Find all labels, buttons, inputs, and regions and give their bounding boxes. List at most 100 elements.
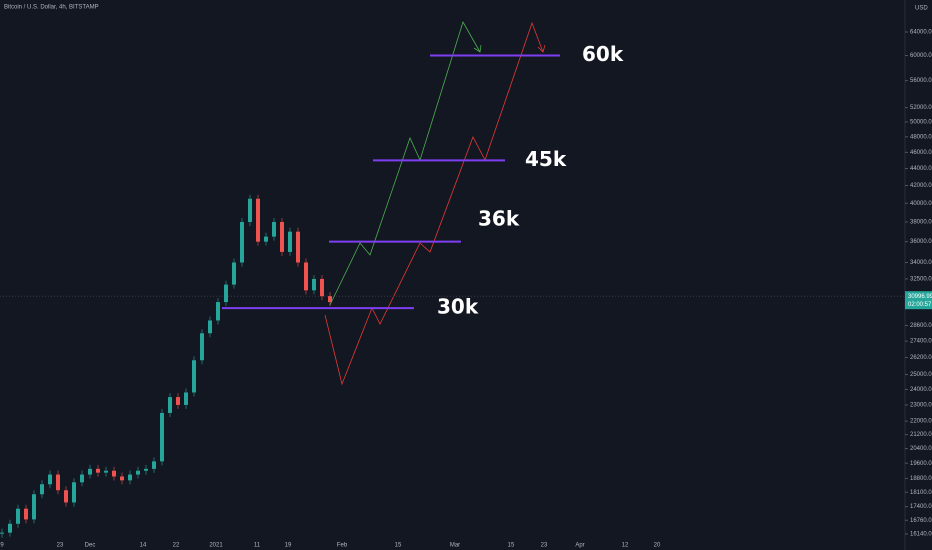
candle (160, 412, 164, 462)
y-tick-label: 38000.00 (910, 220, 932, 226)
y-tick-label: 20400.00 (910, 446, 932, 452)
y-tick-label: 32500.00 (910, 277, 932, 283)
x-tick-label: 23 (541, 543, 548, 549)
candle (304, 262, 308, 291)
candle (184, 392, 188, 405)
y-tick-label: 26200.00 (910, 355, 932, 361)
y-tick-label: 16760.00 (910, 518, 932, 524)
x-tick-label: 15 (508, 543, 515, 549)
x-tick-label: Dec (85, 543, 96, 549)
candle (192, 360, 196, 393)
x-tick-label: 9 (0, 543, 4, 549)
y-tick-label: 25000.00 (910, 372, 932, 378)
y-tick-label: 50000.00 (910, 120, 932, 126)
candle (112, 470, 116, 477)
candle (128, 474, 132, 481)
x-tick-label: 14 (140, 543, 147, 549)
level-label: 30k (437, 295, 479, 319)
candle (232, 262, 236, 285)
y-tick-label: 48000.00 (910, 134, 932, 140)
last-price: 30996.99 (908, 294, 932, 300)
level-label: 36k (478, 207, 520, 231)
candle (328, 296, 332, 303)
candle (120, 476, 124, 481)
level-label: 60k (582, 42, 624, 66)
candle (200, 333, 204, 361)
candle (32, 494, 36, 520)
candle (288, 231, 292, 252)
y-tick-label: 44000.00 (910, 166, 932, 172)
candle (136, 470, 140, 475)
level-label: 45k (525, 147, 567, 171)
y-tick-label: 16140.00 (910, 532, 932, 538)
red-arrow (537, 44, 546, 53)
y-tick-label: 23000.00 (910, 403, 932, 409)
candle (104, 470, 108, 473)
candle (64, 490, 68, 503)
candle (240, 221, 244, 263)
x-tick-label: 2021 (209, 543, 223, 549)
candle (272, 221, 276, 237)
x-tick-label: 23 (57, 543, 64, 549)
y-tick-label: 18800.00 (910, 476, 932, 482)
candle (168, 397, 172, 413)
y-tick-label: 28600.00 (910, 323, 932, 329)
candle (96, 468, 100, 473)
x-tick-label: 12 (622, 543, 629, 549)
candle (264, 236, 268, 242)
y-tick-label: 19600.00 (910, 461, 932, 467)
y-tick-label: 42000.00 (910, 183, 932, 189)
candle (248, 198, 252, 222)
candle (320, 278, 324, 297)
candle (40, 484, 44, 495)
y-tick-label: 36000.00 (910, 239, 932, 245)
y-tick-label: 40000.00 (910, 201, 932, 207)
x-tick-label: 19 (285, 543, 292, 549)
y-tick-label: 24000.00 (910, 387, 932, 393)
y-tick-label: 22000.00 (910, 419, 932, 425)
candle (216, 302, 220, 321)
candle (280, 221, 284, 252)
candle (208, 320, 212, 334)
candle (144, 468, 148, 471)
green-projection (329, 20, 481, 306)
candle (0, 532, 4, 534)
y-tick-label: 34000.00 (910, 260, 932, 266)
chart-title: Bitcoin / U.S. Dollar, 4h, BITSTAMP (4, 5, 99, 11)
candle (8, 523, 12, 533)
y-tick-label: 21200.00 (910, 432, 932, 438)
candle (152, 461, 156, 469)
red-projection (324, 21, 544, 386)
candle (16, 508, 20, 524)
x-tick-label: 20 (654, 543, 661, 549)
last-price-box (905, 291, 932, 310)
y-tick-label: 64000.00 (910, 30, 932, 36)
candle (24, 508, 28, 520)
y-tick-label: 18100.00 (910, 490, 932, 496)
candle (80, 474, 84, 483)
green-arrow (473, 44, 482, 53)
candle (56, 474, 60, 491)
x-tick-label: 22 (173, 543, 180, 549)
candle (256, 198, 260, 242)
x-tick-label: 15 (395, 543, 402, 549)
candle (176, 397, 180, 405)
y-tick-label: 56000.00 (910, 78, 932, 84)
x-tick-label: Feb (337, 543, 348, 549)
candle (88, 468, 92, 475)
y-tick-label: 46000.00 (910, 150, 932, 156)
y-tick-label: 27400.00 (910, 339, 932, 345)
countdown: 02:00:57 (908, 302, 932, 308)
y-tick-label: 60000.00 (910, 53, 932, 59)
candle (48, 474, 52, 485)
candle (72, 482, 76, 503)
x-tick-label: Mar (450, 543, 460, 549)
candle (224, 284, 228, 303)
candle (296, 231, 300, 263)
y-tick-label: 17400.00 (910, 504, 932, 510)
x-tick-label: Apr (575, 543, 584, 549)
y-tick-label: 52000.00 (910, 105, 932, 111)
x-tick-label: 11 (254, 543, 261, 549)
